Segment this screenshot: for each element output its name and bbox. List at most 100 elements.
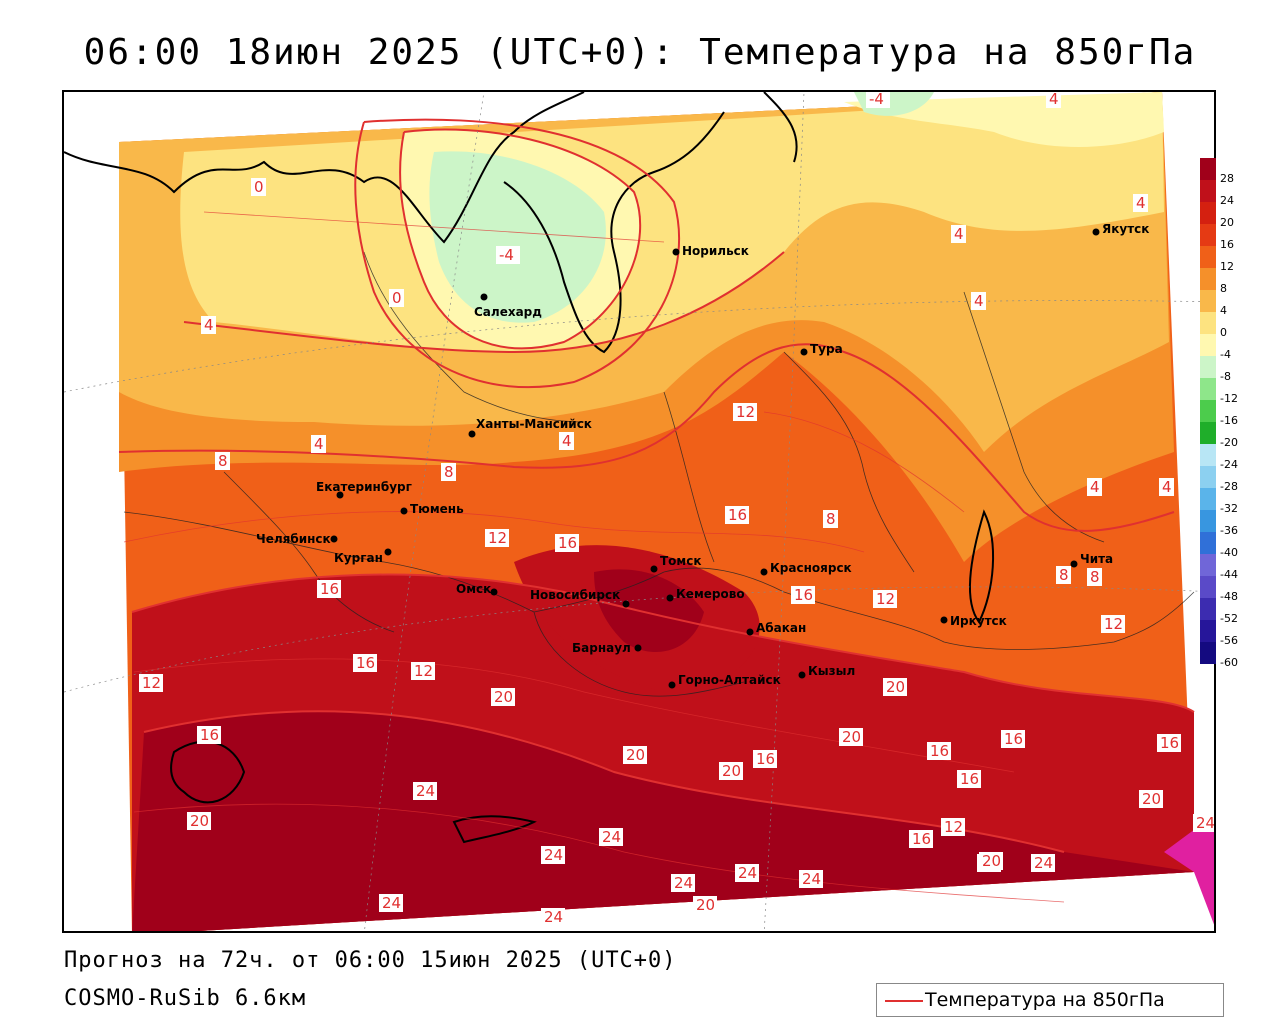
city-tomsk: Томск bbox=[650, 554, 702, 573]
isotherm-label: 24 bbox=[735, 864, 759, 882]
isotherm-label: 20 bbox=[719, 762, 743, 780]
city-kyzyl: Кызыл bbox=[798, 664, 855, 679]
isotherm-label: 24 bbox=[671, 874, 695, 892]
city-salekhard: Салехард bbox=[474, 293, 542, 319]
isotherm-label: 4 bbox=[1046, 92, 1061, 108]
svg-text:-4: -4 bbox=[499, 246, 514, 264]
svg-text:16: 16 bbox=[728, 506, 747, 524]
svg-text:Салехард: Салехард bbox=[474, 305, 542, 319]
graticule bbox=[64, 92, 1214, 931]
isotherm-label: 8 bbox=[823, 510, 838, 528]
colorbar-cell bbox=[1200, 532, 1216, 554]
legend-label: Температура на 850гПа bbox=[925, 989, 1165, 1011]
colorbar-cell bbox=[1200, 422, 1216, 444]
colorbar-cell bbox=[1200, 312, 1216, 334]
city-abakan: Абакан bbox=[746, 621, 806, 636]
svg-text:20: 20 bbox=[696, 896, 715, 914]
svg-text:8: 8 bbox=[1059, 566, 1069, 584]
svg-text:Кемерово: Кемерово bbox=[676, 587, 745, 601]
svg-text:16: 16 bbox=[1004, 730, 1023, 748]
colorbar-cell bbox=[1200, 444, 1216, 466]
isotherm-label: 12 bbox=[1101, 615, 1125, 633]
isotherm-label: 4 bbox=[559, 432, 574, 450]
colorbar-tick: -4 bbox=[1220, 348, 1231, 361]
isotherm-label: 12 bbox=[485, 529, 509, 547]
svg-text:16: 16 bbox=[1160, 734, 1179, 752]
colorbar-cell bbox=[1200, 466, 1216, 488]
svg-text:0: 0 bbox=[254, 178, 264, 196]
svg-text:20: 20 bbox=[886, 678, 905, 696]
map-panel[interactable]: Салехард Норильск Якутск Тура Ханты-Манс… bbox=[62, 90, 1216, 933]
isotherm-labels: -4 4 0 -4 4 4 4 0 4 4 4 8 4 4 8 12 8 16 16 12 8 8 12 16 12 16 16 12… bbox=[139, 92, 1214, 926]
svg-text:12: 12 bbox=[944, 818, 963, 836]
colorbar-cell bbox=[1200, 290, 1216, 312]
isotherm-label: 4 bbox=[1159, 478, 1174, 496]
isotherm-label: 24 bbox=[541, 908, 565, 926]
colorbar-tick: 24 bbox=[1220, 194, 1234, 207]
isotherm-label: 16 bbox=[909, 830, 933, 848]
colorbar-tick: -56 bbox=[1220, 634, 1238, 647]
colorbar-tick: 4 bbox=[1220, 304, 1227, 317]
svg-text:16: 16 bbox=[356, 654, 375, 672]
svg-text:24: 24 bbox=[738, 864, 757, 882]
svg-text:-4: -4 bbox=[869, 92, 884, 108]
isotherm-label: 4 bbox=[951, 225, 966, 243]
colorbar-cell bbox=[1200, 620, 1216, 642]
isotherm-label: 20 bbox=[883, 678, 907, 696]
svg-text:Челябинск: Челябинск bbox=[256, 532, 331, 546]
colorbar-tick: -40 bbox=[1220, 546, 1238, 559]
svg-text:Курган: Курган bbox=[334, 551, 383, 565]
svg-text:24: 24 bbox=[544, 908, 563, 926]
colorbar-tick: -24 bbox=[1220, 458, 1238, 471]
city-omsk: Омск bbox=[456, 582, 498, 596]
svg-text:Томск: Томск bbox=[660, 554, 702, 568]
colorbar-cell bbox=[1200, 598, 1216, 620]
city-markers: Салехард Норильск Якутск Тура Ханты-Манс… bbox=[256, 222, 1149, 689]
svg-text:Тура: Тура bbox=[810, 342, 843, 356]
colorbar-cell bbox=[1200, 576, 1216, 598]
svg-text:20: 20 bbox=[626, 746, 645, 764]
svg-text:4: 4 bbox=[1136, 194, 1146, 212]
isotherm-label: 24 bbox=[541, 846, 565, 864]
colorbar-cell bbox=[1200, 224, 1216, 246]
svg-text:8: 8 bbox=[444, 463, 454, 481]
colorbar-tick: 12 bbox=[1220, 260, 1234, 273]
svg-text:4: 4 bbox=[974, 292, 984, 310]
svg-text:Барнаул: Барнаул bbox=[572, 641, 631, 655]
svg-text:24: 24 bbox=[802, 870, 821, 888]
isotherm-label: 24 bbox=[379, 894, 403, 912]
isotherm-label: -4 bbox=[866, 92, 890, 108]
city-tura: Тура bbox=[800, 342, 843, 356]
isotherm-label: 16 bbox=[197, 726, 221, 744]
isotherm-label: 20 bbox=[839, 728, 863, 746]
colorbar-tick: -44 bbox=[1220, 568, 1238, 581]
isotherm-label: 16 bbox=[555, 534, 579, 552]
svg-text:8: 8 bbox=[218, 452, 228, 470]
city-irkutsk: Иркутск bbox=[940, 614, 1007, 628]
isotherm-label: 20 bbox=[187, 812, 211, 830]
isotherm-label: 12 bbox=[139, 674, 163, 692]
isotherm-label: 24 bbox=[1193, 814, 1214, 832]
colorbar-tick: -20 bbox=[1220, 436, 1238, 449]
city-gorno-altaysk: Горно-Алтайск bbox=[668, 673, 781, 689]
svg-text:12: 12 bbox=[488, 529, 507, 547]
svg-text:20: 20 bbox=[190, 812, 209, 830]
svg-text:4: 4 bbox=[954, 225, 964, 243]
colorbar-tick: -60 bbox=[1220, 656, 1238, 669]
svg-text:4: 4 bbox=[1049, 92, 1059, 108]
svg-text:4: 4 bbox=[1090, 478, 1100, 496]
model-info: COSMO-RuSib 6.6км bbox=[64, 986, 307, 1011]
isotherm-label: 20 bbox=[623, 746, 647, 764]
city-barnaul: Барнаул bbox=[572, 641, 642, 655]
city-norilsk: Норильск bbox=[672, 244, 749, 258]
svg-text:Иркутск: Иркутск bbox=[950, 614, 1007, 628]
svg-text:16: 16 bbox=[200, 726, 219, 744]
colorbar-tick: -48 bbox=[1220, 590, 1238, 603]
svg-text:Тюмень: Тюмень bbox=[410, 502, 464, 516]
colorbar-cell bbox=[1200, 334, 1216, 356]
isotherm-label: 4 bbox=[1133, 194, 1148, 212]
isotherm-label: 16 bbox=[1157, 734, 1181, 752]
svg-text:Чита: Чита bbox=[1080, 552, 1113, 566]
city-ekaterinburg: Екатеринбург bbox=[316, 480, 412, 499]
isotherm-label: 4 bbox=[201, 316, 216, 334]
